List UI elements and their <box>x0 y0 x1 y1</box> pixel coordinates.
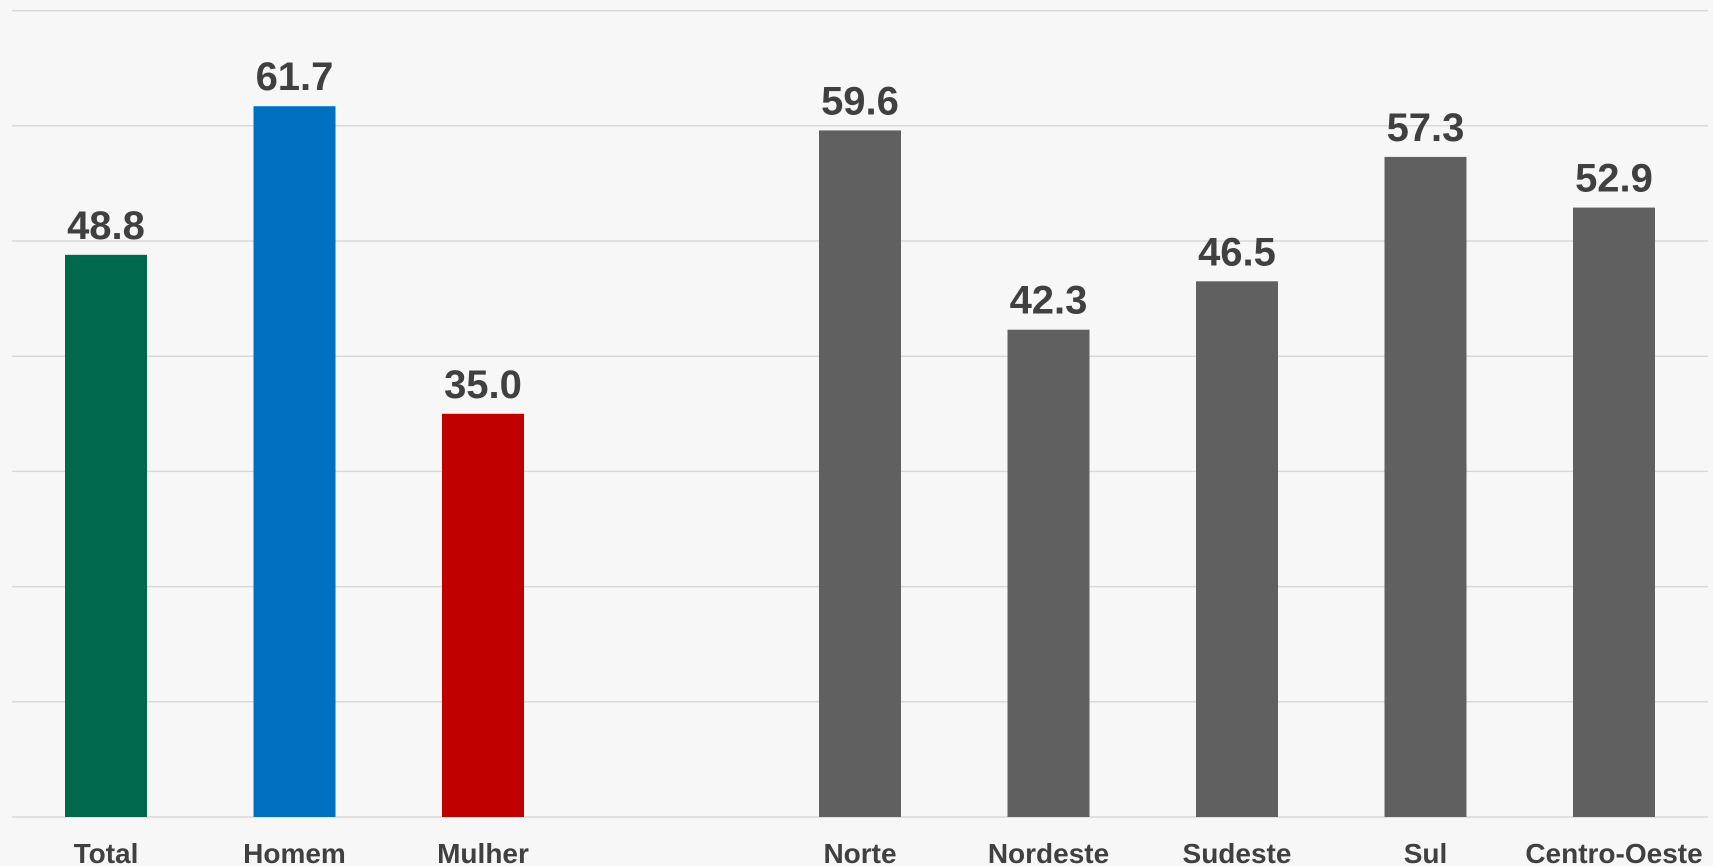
value-label-nordeste: 42.3 <box>1010 279 1088 323</box>
value-label-sudeste: 46.5 <box>1198 230 1276 274</box>
category-label-nordeste: Nordeste <box>988 838 1109 866</box>
category-labels: Total Homem Mulher Norte Nordeste Sudeste Sul C… <box>74 838 1703 866</box>
bar-mulher <box>442 413 524 817</box>
category-label-total: Total <box>74 838 139 866</box>
bar-nordeste <box>1007 329 1090 817</box>
value-label-centro-oeste: 52.9 <box>1575 157 1653 201</box>
bar-sudeste <box>1196 281 1278 817</box>
value-label-homem: 61.7 <box>256 55 334 99</box>
category-label-sul: Sul <box>1404 838 1448 866</box>
category-label-homem: Homem <box>243 838 346 866</box>
value-label-sul: 57.3 <box>1387 106 1465 150</box>
category-label-centro-oeste: Centro-Oeste <box>1525 838 1702 866</box>
bar-norte <box>819 130 901 817</box>
value-label-norte: 59.6 <box>821 79 899 123</box>
value-label-total: 48.8 <box>67 204 145 248</box>
bars <box>65 106 1655 818</box>
bar-sul <box>1384 156 1467 818</box>
bar-homem <box>253 106 336 817</box>
category-label-norte: Norte <box>823 838 896 866</box>
bar-total <box>65 254 147 818</box>
value-label-mulher: 35.0 <box>444 363 522 407</box>
bar-centro-oeste <box>1573 207 1655 818</box>
value-labels: 48.8 61.7 35.0 59.6 42.3 46.5 57.3 52.9 <box>67 55 1653 407</box>
category-label-sudeste: Sudeste <box>1183 838 1292 866</box>
category-label-mulher: Mulher <box>437 838 529 866</box>
